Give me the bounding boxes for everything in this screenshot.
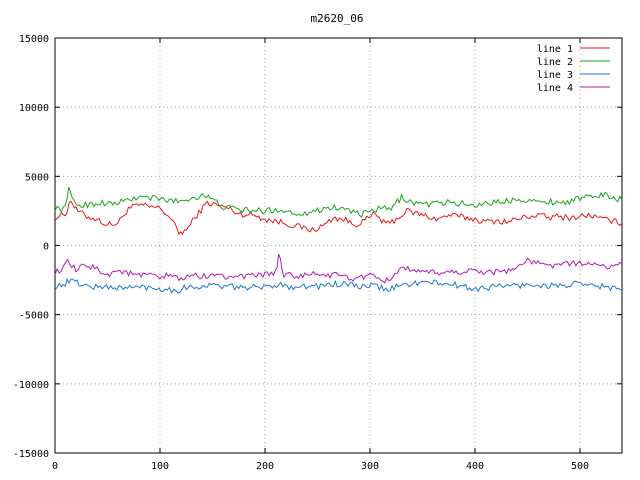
legend: line 1 line 2 line 3 line 4: [537, 44, 610, 94]
y-tick-label: -10000: [13, 380, 49, 391]
x-tick-label: 100: [151, 461, 169, 472]
legend-label: line 3: [537, 70, 573, 81]
y-tick-label: 15000: [19, 34, 49, 45]
series-group: [54, 187, 623, 295]
y-tick-label: 10000: [19, 103, 49, 114]
x-tick-label: 500: [571, 461, 589, 472]
y-tick-label: 5000: [25, 172, 49, 183]
series-line-1: [54, 200, 623, 236]
x-tick-label: 200: [256, 461, 274, 472]
chart-title: m2620_06: [311, 12, 364, 25]
legend-label: line 4: [537, 83, 573, 94]
series-line-2: [54, 187, 623, 218]
y-tick-label: -5000: [19, 311, 49, 322]
x-tick-label: 300: [361, 461, 379, 472]
plot-frame: [54, 37, 623, 454]
grid: [55, 38, 622, 453]
x-tick-label: 0: [52, 461, 58, 472]
series-line-4: [54, 253, 623, 284]
x-tick-label: 400: [466, 461, 484, 472]
series-line-3: [54, 277, 623, 295]
y-tick-label: -15000: [13, 449, 49, 460]
y-tick-label: 0: [43, 242, 49, 253]
legend-label: line 2: [537, 57, 573, 68]
axis-ticks: 0 100 200 300 400 500 -15000 -10000 -5000 0 5000 10…: [13, 34, 622, 472]
legend-label: line 1: [537, 44, 573, 55]
